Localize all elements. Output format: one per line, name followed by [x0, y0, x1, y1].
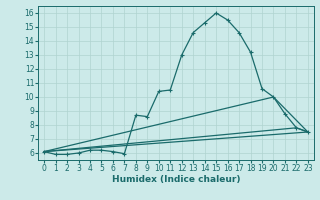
X-axis label: Humidex (Indice chaleur): Humidex (Indice chaleur) — [112, 175, 240, 184]
